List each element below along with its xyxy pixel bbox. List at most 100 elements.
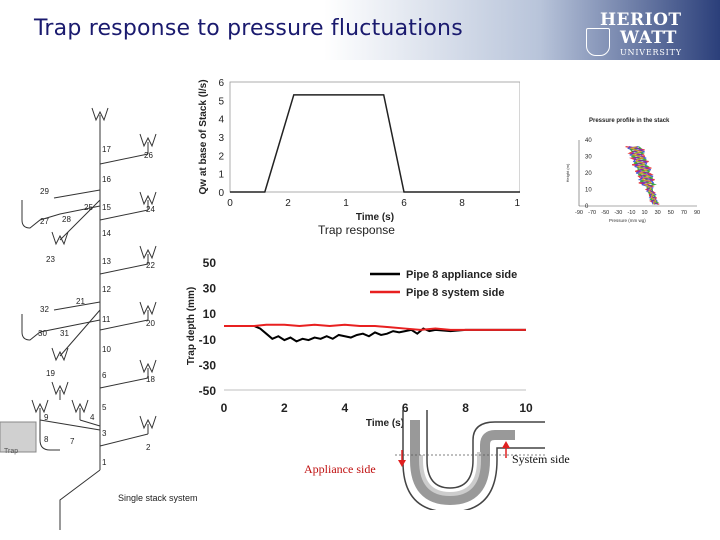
profile-trace-4 [628,146,659,205]
x-tick-label: 10 [641,210,647,216]
node-label-9: 9 [44,413,49,422]
node-label-15: 15 [102,203,111,212]
y-tick-label: 3 [218,133,224,144]
node-label-5: 5 [102,403,107,412]
node-label-29: 29 [40,187,49,196]
x-tick-label: -50 [601,210,609,216]
series-line-1 [224,325,526,343]
x-tick-label: 6 [402,401,409,415]
x-tick-label: 8 [462,401,469,415]
page-title: Trap response to pressure fluctuations [34,16,463,41]
y-tick-label: 40 [585,138,592,144]
y-tick-label: 20 [585,171,592,177]
y-axis-label: Qw at base of Stack (l/s) [198,79,209,194]
node-label-24: 24 [146,205,155,214]
trap-label: Trap [4,448,18,455]
node-label-1: 1 [102,458,107,467]
x-tick-label: -70 [588,210,596,216]
node-label-19: 19 [46,369,55,378]
y-axis-label: Height (m) [565,163,570,182]
trap-diagram [395,410,545,510]
stack-pipes [21,107,157,530]
flow-chart: 0 1 2 3 4 5 6 0 2 1 6 8 10 Time (s) Qw at base of Stac… [198,78,520,223]
node-label-31: 31 [60,329,69,338]
appliance-side-label: Appliance side [304,462,376,476]
y-tick-label: 6 [218,78,224,89]
y-axis-label: Trap depth (mm) [186,287,197,365]
y-tick-label: -30 [199,358,217,372]
logo-line-1: HERIOT [600,10,682,30]
node-label-4: 4 [90,413,95,422]
y-tick-label: 30 [585,155,592,161]
y-tick-label: 1 [218,170,224,181]
y-tick-label: 10 [585,188,592,194]
x-tick-label: 0 [221,401,228,415]
node-label-6: 6 [102,371,107,380]
node-label-7: 7 [70,437,75,446]
profile-trace-3 [629,146,660,205]
vent-icon [91,107,109,122]
y-tick-label: 10 [203,307,217,321]
node-label-8: 8 [44,435,49,444]
x-tick-label: 1 [343,198,349,209]
node-label-28: 28 [62,215,71,224]
profile-trace-5 [628,146,657,205]
node-label-32: 32 [40,305,49,314]
flow-series-line [230,94,520,193]
arrow-down-icon [398,450,406,467]
x-tick-label: 8 [459,198,465,209]
logo-line-2: WATT [620,28,677,48]
x-tick-label: 6 [401,198,407,209]
x-tick-label: 2 [281,401,288,415]
x-tick-label: 10 [514,198,520,209]
node-label-27: 27 [40,217,49,226]
y-tick-label: 2 [218,151,224,162]
chart-title: Pressure profile in the stack [589,118,670,124]
y-tick-label: 5 [218,96,224,107]
node-label-20: 20 [146,319,155,328]
node-label-2: 2 [146,443,151,452]
x-tick-label: -90 [575,210,583,216]
x-axis-label: Pressure (mm wg) [609,218,646,223]
stack-caption: Single stack system [118,493,198,503]
x-axis-label: Time (s) [366,418,404,429]
trap-box [0,421,37,453]
pressure-profile-chart: Pressure profile in the stack 0 10 20 30 40 -9… [565,118,700,223]
x-tick-label: 70 [681,210,687,216]
y-tick-label: 30 [203,282,217,296]
header-bar: Trap response to pressure fluctuations H… [0,0,720,60]
node-label-13: 13 [102,257,111,266]
node-label-26: 26 [144,151,153,160]
node-label-10: 10 [102,345,111,354]
university-logo: HERIOT WATT UNIVERSITY [586,8,690,58]
node-label-25: 25 [84,203,93,212]
node-label-16: 16 [102,175,111,184]
x-tick-label: 0 [227,198,233,209]
x-tick-label: 50 [668,210,674,216]
x-axis-label: Time (s) [356,212,394,223]
u-trap-icon [395,410,545,510]
node-label-21: 21 [76,297,85,306]
y-tick-label: 4 [218,115,224,126]
chart-title: Trap response [318,223,395,237]
y-tick-label: 0 [218,188,224,199]
node-label-18: 18 [146,375,155,384]
y-tick-label: -50 [199,384,217,398]
x-tick-label: -10 [627,210,635,216]
y-tick-label: 50 [203,256,217,270]
x-tick-label: 4 [341,401,348,415]
plot-area [229,81,520,193]
logo-line-3: UNIVERSITY [620,48,682,57]
node-label-12: 12 [102,285,111,294]
x-tick-label: 10 [519,401,533,415]
x-tick-label: 2 [285,198,291,209]
system-side-label: System side [512,452,570,466]
x-tick-label: -30 [614,210,622,216]
crest-icon [586,28,610,56]
single-stack-diagram: Trap 12345678910111213141516171819202122… [0,107,198,530]
node-label-11: 11 [102,315,111,324]
x-tick-label: 90 [694,210,700,216]
y-tick-label: -10 [199,333,217,347]
trap-response-chart: Trap response 50 30 10 -10 -30 -50 0 2 4 6 8 10 Time … [186,223,533,429]
x-tick-label: 30 [655,210,661,216]
